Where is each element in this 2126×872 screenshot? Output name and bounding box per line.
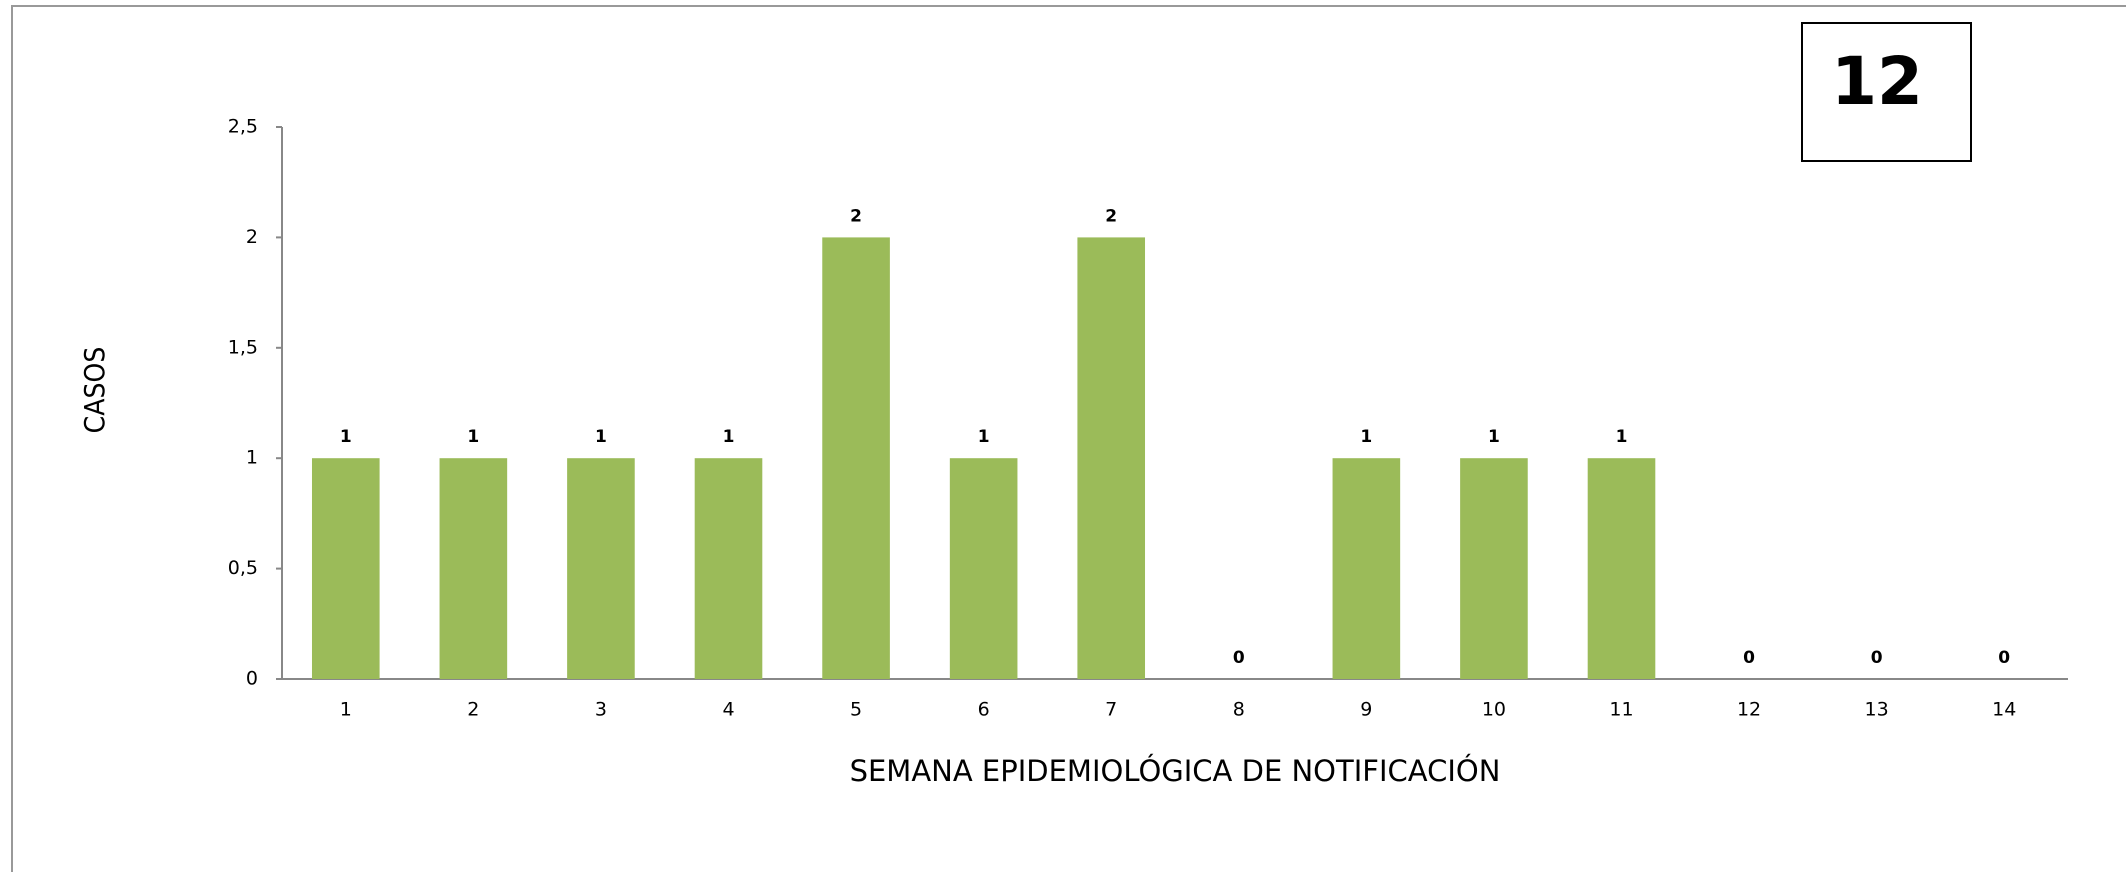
data-label: 1 xyxy=(1616,427,1628,447)
data-label: 0 xyxy=(1998,648,2010,668)
data-label: 0 xyxy=(1871,648,1883,668)
x-tick-label: 5 xyxy=(850,699,862,721)
bar xyxy=(1332,458,1401,679)
x-tick-label: 14 xyxy=(1992,699,2016,721)
data-label: 0 xyxy=(1233,648,1245,668)
x-tick-label: 2 xyxy=(467,699,479,721)
data-label: 1 xyxy=(467,427,479,447)
bar xyxy=(1460,458,1528,679)
bar xyxy=(567,458,635,679)
bar xyxy=(1587,458,1656,679)
data-label: 2 xyxy=(850,206,862,226)
y-axis-title: CASOS xyxy=(78,347,111,434)
x-tick-label: 7 xyxy=(1105,699,1117,721)
y-tick-label: 1,5 xyxy=(228,336,258,358)
bar xyxy=(694,458,763,679)
data-label: 1 xyxy=(978,427,990,447)
x-tick-label: 6 xyxy=(978,699,990,721)
data-label: 1 xyxy=(1488,427,1500,447)
bar xyxy=(439,458,508,679)
x-tick-label: 3 xyxy=(595,699,607,721)
annotation: 12 xyxy=(1831,43,1923,120)
x-tick-label: 13 xyxy=(1865,699,1889,721)
x-tick-label: 9 xyxy=(1360,699,1372,721)
y-tick-label: 0,5 xyxy=(228,557,258,579)
y-tick-label: 2 xyxy=(246,226,258,248)
data-label: 1 xyxy=(340,427,352,447)
data-label: 1 xyxy=(595,427,607,447)
x-tick-label: 12 xyxy=(1737,699,1761,721)
y-tick-label: 0 xyxy=(246,668,258,690)
frame xyxy=(11,5,2126,872)
data-label: 2 xyxy=(1105,206,1117,226)
bar xyxy=(822,237,890,679)
x-axis-title: SEMANA EPIDEMIOLÓGICA DE NOTIFICACIÓN xyxy=(850,754,1501,788)
x-tick-label: 11 xyxy=(1609,699,1633,721)
data-label: 1 xyxy=(723,427,735,447)
annotation-box xyxy=(1801,22,1972,162)
y-tick-label: 2,5 xyxy=(228,116,258,138)
y-tick-label: 1 xyxy=(246,447,258,469)
bar xyxy=(949,458,1018,679)
x-tick-label: 4 xyxy=(722,699,734,721)
data-label: 1 xyxy=(1360,427,1372,447)
bar xyxy=(1077,237,1146,679)
data-label: 0 xyxy=(1743,648,1755,668)
bar xyxy=(311,458,380,679)
x-tick-label: 10 xyxy=(1482,699,1506,721)
x-tick-label: 1 xyxy=(340,699,352,721)
x-tick-label: 8 xyxy=(1233,699,1245,721)
